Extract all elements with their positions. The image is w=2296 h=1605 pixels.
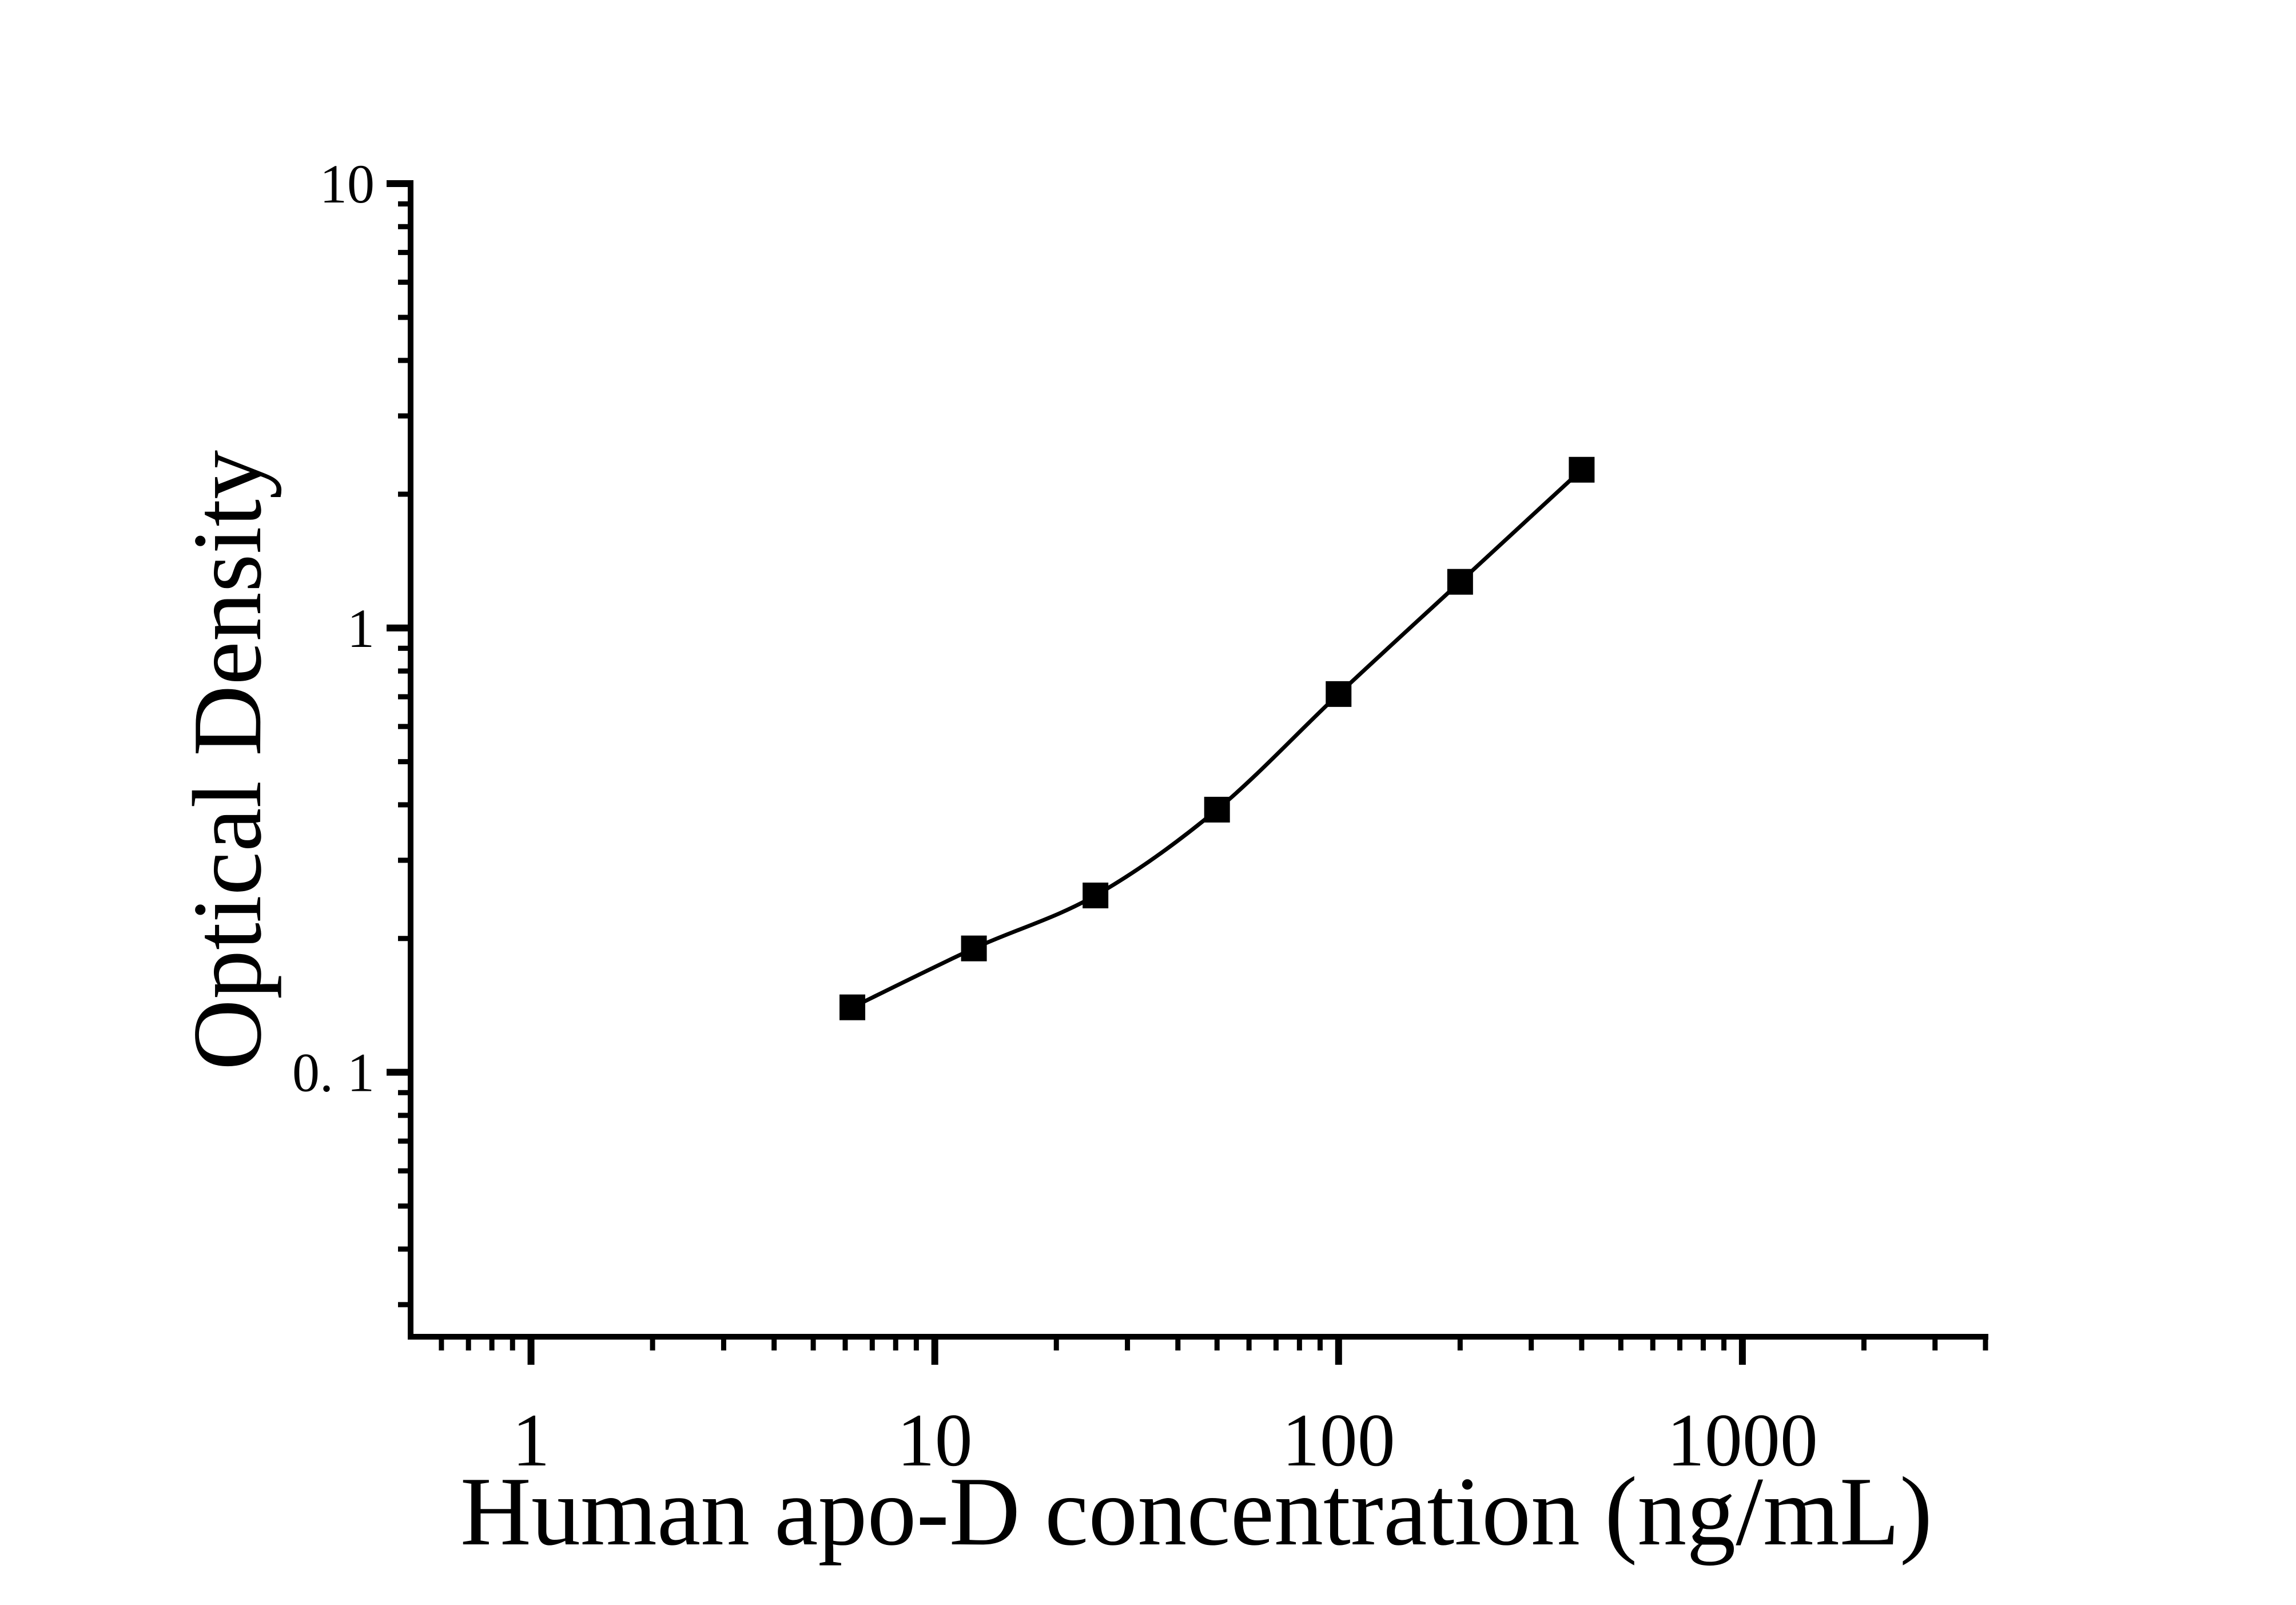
data-point-marker <box>1569 456 1595 483</box>
y-tick-label: 1 <box>347 598 375 659</box>
y-axis-title: Optical Density <box>173 450 282 1070</box>
data-point-marker <box>1326 681 1352 707</box>
data-point-marker <box>961 935 987 962</box>
y-tick-label: 10 <box>320 153 375 214</box>
fit-curve <box>851 468 1583 1010</box>
x-tick-label: 100 <box>1282 1398 1395 1482</box>
x-tick-label: 1000 <box>1667 1398 1818 1482</box>
data-point-marker <box>839 994 866 1020</box>
data-point-marker <box>1447 569 1473 595</box>
x-axis-title: Human apo-D concentration (ng/mL) <box>460 1457 1932 1566</box>
y-tick-label: 0. 1 <box>292 1042 375 1103</box>
x-tick-label: 1 <box>512 1398 550 1482</box>
data-point-marker <box>1204 797 1230 823</box>
plot-area: 1 10 100 1000 10 1 0. 1 <box>292 153 1988 1482</box>
data-point-marker <box>1083 883 1109 909</box>
x-tick-label: 10 <box>897 1398 973 1482</box>
